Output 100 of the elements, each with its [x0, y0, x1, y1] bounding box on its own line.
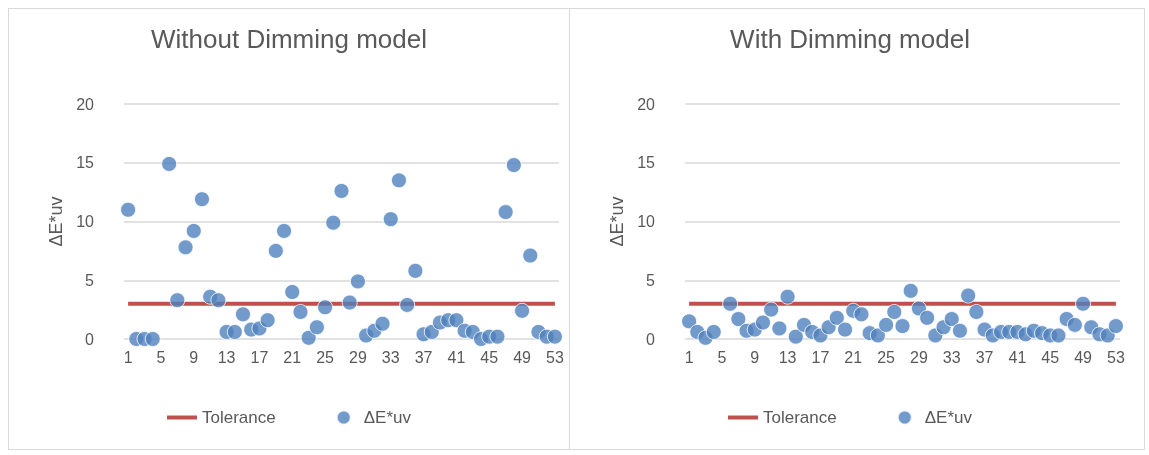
point [169, 292, 186, 309]
x-tick-label: 25 [316, 348, 335, 366]
y-axis-title: ΔE*uv [607, 196, 628, 247]
point [853, 306, 870, 323]
point [185, 222, 202, 239]
point [235, 306, 252, 323]
y-tick-label: 5 [646, 271, 656, 289]
point [754, 314, 771, 331]
point [763, 301, 780, 318]
x-tick-label: 41 [447, 348, 466, 366]
point [407, 262, 424, 279]
point [284, 284, 301, 300]
point [226, 323, 243, 340]
point [333, 182, 350, 199]
x-tick-label: 37 [975, 348, 994, 366]
x-tick-label: 53 [546, 348, 564, 366]
point [722, 295, 739, 312]
point [276, 222, 293, 239]
point [787, 328, 804, 345]
chart-title: Without Dimming model [151, 24, 427, 54]
x-tick-label: 13 [217, 348, 236, 366]
point [730, 311, 747, 328]
legend-label: Tolerance [763, 408, 837, 427]
legend-label: ΔE*uv [363, 408, 412, 427]
point [522, 247, 539, 264]
x-tick-label: 33 [381, 348, 400, 366]
point [259, 312, 276, 329]
point [1050, 327, 1067, 344]
point [828, 309, 845, 326]
point [919, 309, 936, 326]
legend-label: ΔE*uv [924, 408, 973, 427]
x-tick-label: 45 [480, 348, 499, 366]
x-tick-label: 13 [778, 348, 797, 366]
y-tick-label: 15 [76, 154, 95, 172]
x-tick-label: 29 [910, 348, 928, 366]
point [878, 316, 895, 333]
y-tick-label: 10 [76, 213, 95, 230]
point [210, 292, 227, 309]
y-tick-label: 5 [85, 271, 95, 289]
point [267, 242, 284, 259]
x-tick-label: 1 [684, 348, 694, 366]
chart-title: With Dimming model [730, 24, 970, 54]
point [886, 303, 903, 320]
point [161, 155, 178, 172]
x-tick-label: 45 [1041, 348, 1060, 366]
point [943, 311, 960, 328]
point [779, 288, 796, 305]
point [681, 313, 698, 330]
x-tick-label: 17 [250, 348, 269, 366]
point [300, 329, 317, 346]
point [968, 303, 985, 320]
point [902, 282, 919, 299]
point [448, 312, 465, 329]
point [489, 328, 506, 345]
point [1075, 295, 1092, 312]
point [177, 239, 194, 256]
point [546, 328, 563, 345]
x-tick-label: 21 [283, 348, 302, 366]
point [120, 201, 137, 218]
x-tick-label: 33 [942, 348, 961, 366]
point [382, 211, 399, 228]
legend-label: Tolerance [202, 408, 276, 427]
point [894, 318, 911, 335]
x-tick-label: 21 [844, 348, 863, 366]
x-tick-label: 9 [750, 348, 760, 366]
x-tick-label: 49 [513, 348, 532, 366]
x-tick-label: 25 [877, 348, 896, 366]
point [1066, 316, 1083, 333]
point [308, 319, 325, 336]
y-tick-label: 0 [85, 330, 95, 348]
point [349, 273, 366, 290]
x-tick-label: 29 [349, 348, 367, 366]
point [869, 327, 886, 344]
x-tick-label: 1 [123, 348, 133, 366]
point [374, 315, 391, 332]
point [317, 299, 334, 316]
point [144, 331, 161, 347]
x-tick-label: 49 [1074, 348, 1093, 366]
point [771, 320, 788, 337]
x-tick-label: 5 [156, 348, 166, 366]
x-tick-label: 5 [717, 348, 727, 366]
y-tick-label: 15 [637, 154, 656, 172]
y-tick-label: 20 [637, 95, 656, 113]
point [399, 296, 416, 313]
point [505, 157, 522, 174]
y-tick-label: 20 [76, 95, 95, 113]
x-tick-label: 53 [1107, 348, 1125, 366]
x-tick-label: 41 [1008, 348, 1027, 366]
point [497, 204, 514, 221]
point [325, 214, 342, 231]
y-tick-label: 0 [646, 330, 656, 348]
x-tick-label: 37 [414, 348, 433, 366]
x-tick-label: 9 [189, 348, 199, 366]
point [837, 321, 854, 338]
x-tick-label: 17 [811, 348, 830, 366]
point [292, 303, 309, 320]
point [390, 172, 407, 189]
point [705, 323, 722, 340]
point [514, 302, 531, 319]
point [1107, 318, 1124, 335]
